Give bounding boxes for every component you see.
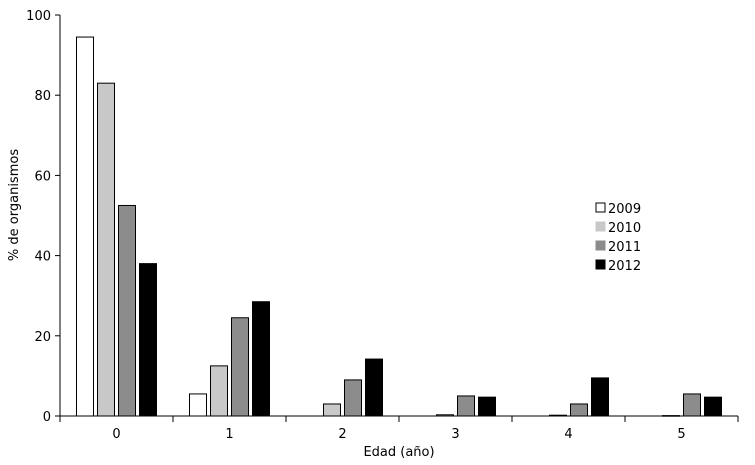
bar-2011-4 xyxy=(570,403,588,417)
bar-2011-3 xyxy=(457,395,475,417)
legend: 2009 2010 2011 2012 xyxy=(595,202,641,274)
legend-label-2010: 2010 xyxy=(608,221,641,236)
legend-swatch-2011 xyxy=(595,240,606,251)
legend-label-2009: 2009 xyxy=(608,202,641,217)
bar-2012-3 xyxy=(478,396,496,417)
bar-2012-2 xyxy=(365,358,383,417)
bar-2012-5 xyxy=(704,396,722,417)
bar-2010-2 xyxy=(323,403,341,417)
y-tick-label: 100 xyxy=(26,9,51,24)
legend-label-2011: 2011 xyxy=(608,240,641,255)
x-tick-label: 3 xyxy=(451,427,459,442)
x-tick-label: 5 xyxy=(677,427,685,442)
bar-2012-4 xyxy=(591,377,609,417)
bar-2011-1 xyxy=(231,317,249,417)
y-tick-label: 60 xyxy=(34,169,51,184)
legend-swatch-2009 xyxy=(595,202,606,213)
x-axis-title: Edad (año) xyxy=(363,445,434,460)
y-ticks: 0 20 40 60 80 100 xyxy=(26,9,60,425)
y-tick-label: 0 xyxy=(43,410,51,425)
bar-2012-0 xyxy=(139,263,157,417)
x-tick-label: 0 xyxy=(112,427,120,442)
bar-2011-0 xyxy=(118,204,136,417)
y-tick-label: 20 xyxy=(34,330,51,345)
bar-2010-0 xyxy=(97,82,115,417)
bar-2009-1 xyxy=(189,393,207,417)
bar-2011-2 xyxy=(344,379,362,417)
bar-2011-5 xyxy=(683,393,701,417)
bar-2009-0 xyxy=(76,36,94,417)
y-tick-label: 40 xyxy=(34,250,51,265)
y-axis-title: % de organismos xyxy=(7,149,22,261)
legend-swatch-2012 xyxy=(595,259,606,270)
x-ticks: 0 1 2 3 4 5 xyxy=(59,416,739,442)
bar-2012-1 xyxy=(252,301,270,417)
bar-2010-1 xyxy=(210,365,228,417)
y-tick-label: 80 xyxy=(34,89,51,104)
legend-label-2012: 2012 xyxy=(608,259,641,274)
x-tick-label: 1 xyxy=(225,427,233,442)
x-tick-label: 4 xyxy=(564,427,572,442)
legend-swatch-2010 xyxy=(595,221,606,232)
x-tick-label: 2 xyxy=(338,427,346,442)
